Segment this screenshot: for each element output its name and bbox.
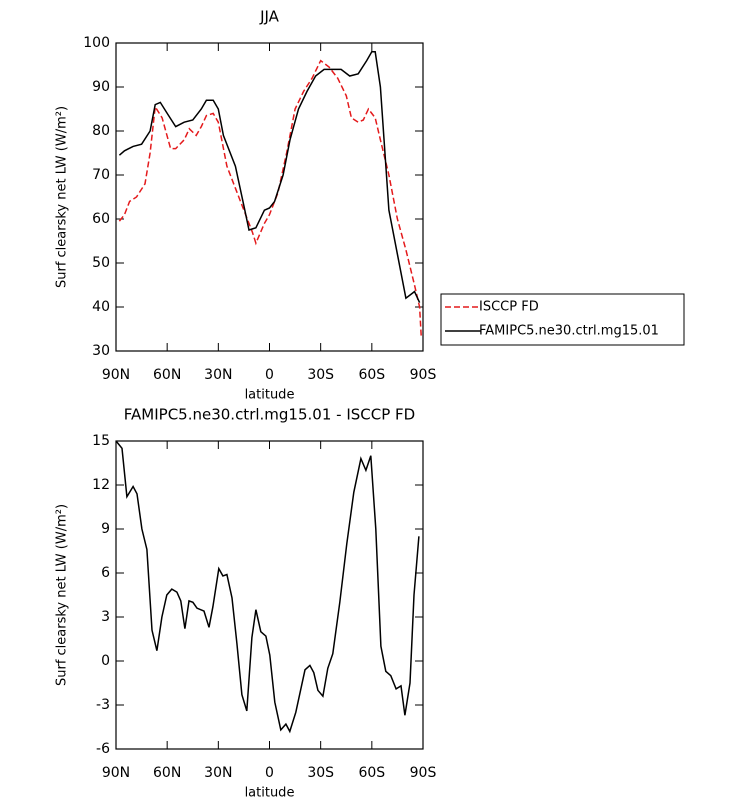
y-tick-label: 15 — [92, 433, 110, 449]
x-tick-label: 90N — [102, 765, 130, 781]
x-tick-label: 0 — [265, 765, 274, 781]
data-line — [115, 440, 420, 734]
x-axis-label: latitude — [245, 786, 295, 801]
y-tick-label: -3 — [96, 697, 110, 713]
y-axis-label: Surf clearsky net LW (W/m²) — [55, 106, 70, 288]
x-tick-label: 60N — [153, 367, 181, 383]
data-line — [118, 51, 421, 303]
y-tick-label: 30 — [92, 343, 110, 359]
y-tick-label: 100 — [83, 35, 110, 51]
chart-title: FAMIPC5.ne30.ctrl.mg15.01 - ISCCP FD — [124, 406, 415, 424]
x-tick-label: 60N — [153, 765, 181, 781]
x-tick-label: 60S — [358, 367, 385, 383]
plot-frame — [115, 440, 424, 750]
legend-label: ISCCP FD — [479, 300, 539, 315]
x-tick-label: 60S — [358, 765, 385, 781]
x-tick-label: 30N — [204, 765, 232, 781]
y-axis-label: Surf clearsky net LW (W/m²) — [55, 504, 70, 686]
y-tick-label: 50 — [92, 255, 110, 271]
x-tick-label: 30S — [307, 367, 334, 383]
legend-label: FAMIPC5.ne30.ctrl.mg15.01 — [479, 324, 659, 339]
y-tick-label: 6 — [101, 565, 110, 581]
x-tick-label: 90S — [410, 765, 437, 781]
chart-title: JJA — [259, 8, 280, 26]
y-tick-label: 12 — [92, 477, 110, 493]
x-tick-label: 30S — [307, 765, 334, 781]
x-tick-label: 90N — [102, 367, 130, 383]
y-tick-label: -6 — [96, 741, 110, 757]
y-tick-label: 90 — [92, 79, 110, 95]
legend-box — [440, 293, 685, 346]
x-axis-label: latitude — [245, 388, 295, 403]
x-tick-label: 90S — [410, 367, 437, 383]
data-line — [118, 59, 423, 338]
plot-frame — [115, 42, 424, 352]
y-tick-label: 3 — [101, 609, 110, 625]
y-tick-label: 80 — [92, 123, 110, 139]
y-tick-label: 70 — [92, 167, 110, 183]
x-tick-label: 30N — [204, 367, 232, 383]
y-tick-label: 60 — [92, 211, 110, 227]
x-tick-label: 0 — [265, 367, 274, 383]
y-tick-label: 0 — [101, 653, 110, 669]
y-tick-label: 40 — [92, 299, 110, 315]
y-tick-label: 9 — [101, 521, 110, 537]
